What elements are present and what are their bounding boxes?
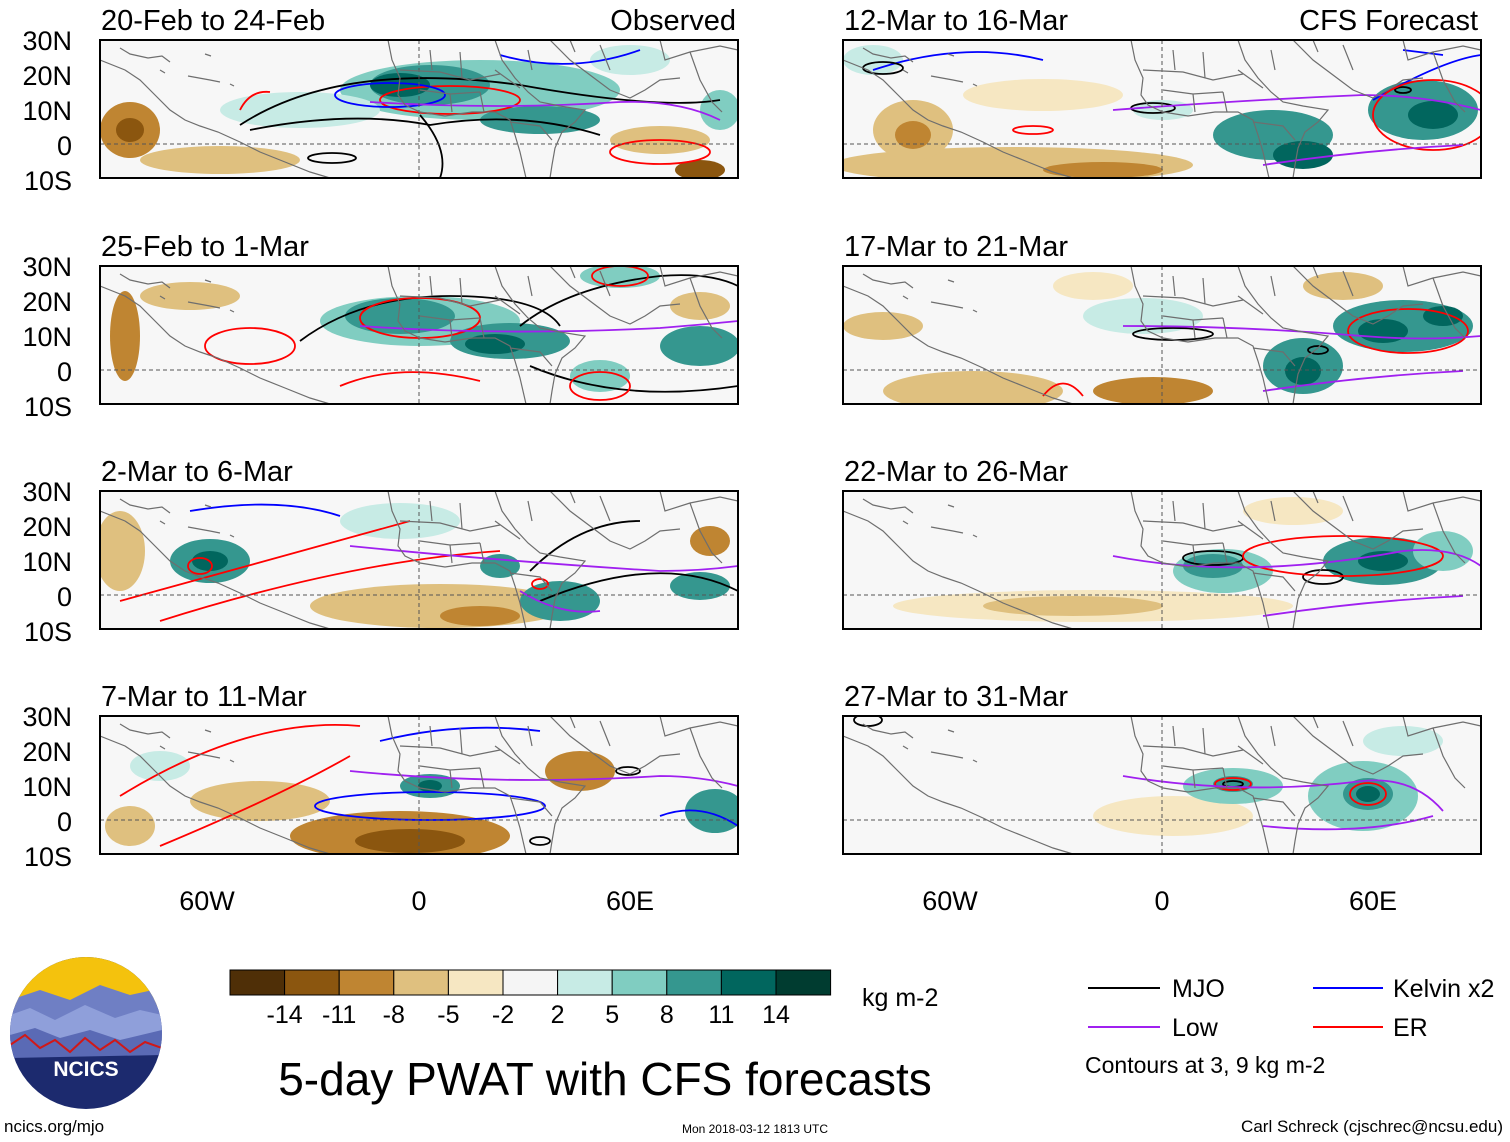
forecast-panel-3 xyxy=(842,490,1482,630)
legend-label-low: Low xyxy=(1172,1014,1219,1042)
colorbar-swatch xyxy=(284,969,340,996)
svg-text:10N: 10N xyxy=(22,322,72,352)
observed-panel-1-label: 20-Feb to 24-Feb xyxy=(101,5,325,37)
svg-text:60E: 60E xyxy=(1349,886,1397,916)
colorbar-swatch xyxy=(502,969,559,996)
colorbar-tick-label: 8 xyxy=(660,1001,674,1029)
svg-text:NCICS: NCICS xyxy=(53,1058,118,1081)
svg-text:10S: 10S xyxy=(24,842,72,872)
svg-text:30N: 30N xyxy=(22,477,72,507)
colorbar-swatch xyxy=(229,969,286,996)
svg-text:20N: 20N xyxy=(22,512,72,542)
colorbar: -14 -11 -8 -5 -2 2 5 8 11 14 xyxy=(229,969,832,1029)
colorbar-units: kg m-2 xyxy=(862,984,938,1012)
colorbar-tick-label: 11 xyxy=(708,1001,734,1029)
svg-text:10S: 10S xyxy=(24,617,72,647)
observed-panel-4-label: 7-Mar to 11-Mar xyxy=(101,681,307,713)
svg-text:10S: 10S xyxy=(24,392,72,422)
svg-text:10N: 10N xyxy=(22,772,72,802)
footer-author: Carl Schreck (cjschrec@ncsu.edu) xyxy=(1241,1117,1503,1136)
colorbar-tick-label: -2 xyxy=(492,1001,514,1029)
observed-panel-3-label: 2-Mar to 6-Mar xyxy=(101,456,293,488)
forecast-panel-2-label: 17-Mar to 21-Mar xyxy=(844,231,1068,263)
colorbar-tick-label: -8 xyxy=(383,1001,405,1029)
colorbar-tick-label: -5 xyxy=(437,1001,459,1029)
colorbar-swatch xyxy=(666,969,722,996)
observed-panel-2 xyxy=(99,265,739,405)
colorbar-swatch xyxy=(338,969,395,996)
forecast-header: CFS Forecast xyxy=(1299,5,1478,37)
forecast-panel-4 xyxy=(842,715,1482,855)
colorbar-swatch xyxy=(557,969,613,996)
svg-text:30N: 30N xyxy=(22,26,72,56)
observed-panel-3 xyxy=(99,490,739,630)
chart-title: 5-day PWAT with CFS forecasts xyxy=(278,1053,932,1105)
svg-text:10N: 10N xyxy=(22,547,72,577)
forecast-panel-3-label: 22-Mar to 26-Mar xyxy=(844,456,1068,488)
svg-text:30N: 30N xyxy=(22,702,72,732)
svg-text:10N: 10N xyxy=(22,96,72,126)
ncics-logo: NCICS xyxy=(10,957,162,1109)
footer-timestamp: Mon 2018-03-12 1813 UTC xyxy=(682,1122,828,1136)
colorbar-tick-label: -11 xyxy=(322,1001,356,1029)
colorbar-tick-label: 5 xyxy=(605,1001,619,1029)
forecast-panel-1-label: 12-Mar to 16-Mar xyxy=(844,5,1068,37)
svg-text:60W: 60W xyxy=(179,886,235,916)
svg-text:0: 0 xyxy=(57,582,72,612)
forecast-panel-4-label: 27-Mar to 31-Mar xyxy=(844,681,1068,713)
observed-panel-2-label: 25-Feb to 1-Mar xyxy=(101,231,309,263)
colorbar-swatch xyxy=(775,969,832,996)
svg-text:0: 0 xyxy=(57,357,72,387)
svg-text:60E: 60E xyxy=(606,886,654,916)
forecast-panel-1 xyxy=(842,39,1482,179)
legend-label-mjo: MJO xyxy=(1172,975,1225,1003)
colorbar-tick-label: 14 xyxy=(762,1001,790,1029)
observed-panel-1 xyxy=(99,39,739,179)
legend-label-er: ER xyxy=(1393,1014,1428,1042)
colorbar-swatch xyxy=(720,969,777,996)
legend-contour-note: Contours at 3, 9 kg m-2 xyxy=(1085,1052,1325,1078)
footer-url: ncics.org/mjo xyxy=(4,1117,104,1136)
latitude-labels: 30N 20N 10N 0 10S 30N 20N 10N 0 10S 30N … xyxy=(22,26,72,872)
colorbar-tick-label: 2 xyxy=(551,1001,565,1029)
forecast-panel-2 xyxy=(842,265,1482,405)
svg-text:0: 0 xyxy=(57,807,72,837)
svg-text:60W: 60W xyxy=(922,886,978,916)
svg-text:20N: 20N xyxy=(22,61,72,91)
svg-text:0: 0 xyxy=(411,886,426,916)
svg-text:20N: 20N xyxy=(22,287,72,317)
observed-header: Observed xyxy=(610,5,736,37)
svg-text:30N: 30N xyxy=(22,252,72,282)
colorbar-tick-label: -14 xyxy=(267,1001,303,1029)
observed-panel-4 xyxy=(99,715,739,855)
legend: MJO Kelvin x2 Low ER Contours at 3, 9 kg… xyxy=(1085,975,1494,1078)
colorbar-swatch xyxy=(611,969,668,996)
legend-label-kelvin: Kelvin x2 xyxy=(1393,975,1494,1003)
svg-text:10S: 10S xyxy=(24,166,72,196)
svg-text:0: 0 xyxy=(1154,886,1169,916)
svg-text:0: 0 xyxy=(57,131,72,161)
svg-text:20N: 20N xyxy=(22,737,72,767)
colorbar-swatch xyxy=(393,969,449,996)
colorbar-swatch xyxy=(447,969,504,996)
longitude-labels: 60W 0 60E 60W 0 60E xyxy=(179,886,1397,916)
